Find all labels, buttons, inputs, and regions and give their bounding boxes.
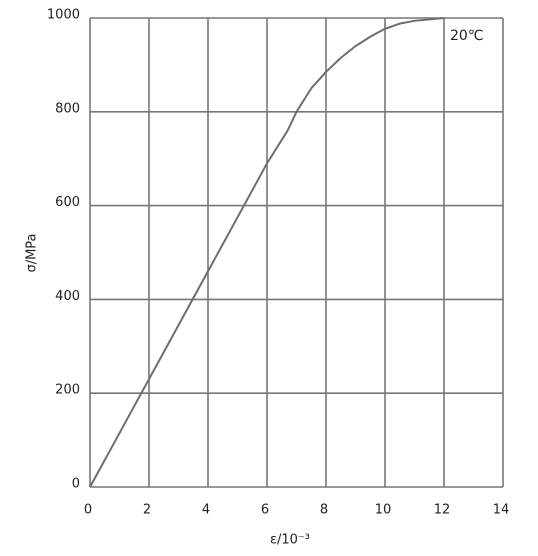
x-tick-label: 12: [434, 503, 451, 518]
y-axis-label: σ/MPa: [25, 233, 40, 272]
x-tick-label: 0: [84, 503, 92, 518]
x-tick-label: 4: [202, 503, 210, 518]
x-tick-label: 2: [143, 503, 151, 518]
y-tick-label: 0: [72, 477, 80, 492]
x-tick-label: 14: [493, 503, 510, 518]
annotation: 20℃: [450, 28, 484, 44]
y-tick-label: 200: [55, 383, 80, 398]
x-tick-label: 8: [320, 503, 328, 518]
y-tick-label: 400: [55, 289, 80, 304]
x-axis-label: ε/10⁻³: [270, 533, 310, 548]
x-tick-label: 10: [375, 503, 392, 518]
data-line: [89, 17, 445, 488]
x-tick-label: 6: [261, 503, 269, 518]
y-tick-label: 600: [55, 195, 80, 210]
y-tick-label: 800: [55, 101, 80, 116]
y-tick-label: 1000: [47, 8, 80, 23]
